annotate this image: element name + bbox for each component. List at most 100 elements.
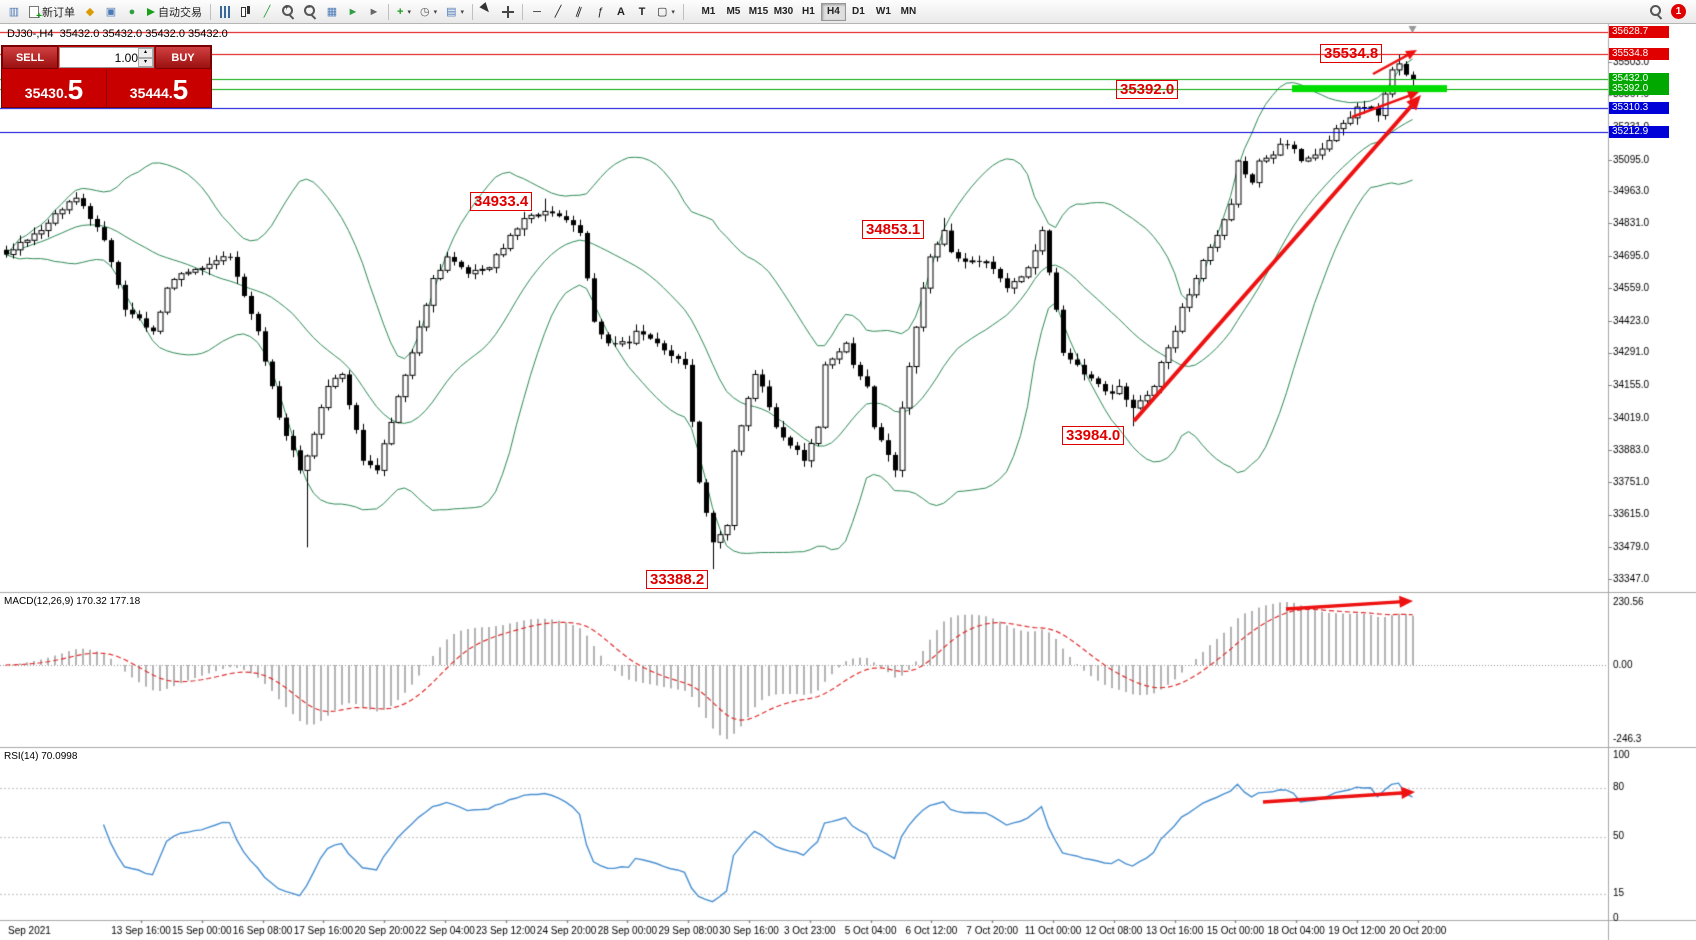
channel-icon: ∥ — [574, 4, 584, 19]
cursor-button[interactable] — [477, 2, 497, 22]
data-window-button[interactable]: ▣ — [101, 2, 121, 22]
crosshair-button[interactable] — [498, 2, 518, 22]
volume-up-button[interactable]: ▴ — [138, 48, 153, 58]
line-chart-icon: ╱ — [263, 5, 271, 18]
tile-windows-button[interactable]: ▦ — [322, 2, 342, 22]
price-annotation[interactable]: 34933.4 — [470, 192, 533, 211]
buy-price[interactable]: 35444. 5 — [107, 69, 211, 107]
horizontal-line-button[interactable]: ─ — [527, 2, 547, 22]
fibonacci-button[interactable]: ƒ — [590, 2, 610, 22]
buy-price-pip: 5 — [172, 74, 189, 105]
sell-price-pip: 5 — [67, 74, 84, 105]
shapes-icon: ▢ — [657, 5, 668, 18]
text-icon: A — [617, 5, 625, 18]
timeframe-m1-button[interactable]: M1 — [696, 3, 721, 21]
trendline-icon: ╱ — [554, 5, 562, 18]
timeframe-d1-button[interactable]: D1 — [846, 3, 871, 21]
line-chart-button[interactable]: ╱ — [257, 2, 277, 22]
axis-price-tag: 35392.0 — [1609, 82, 1669, 95]
volume-box: ▴ ▾ — [59, 47, 154, 68]
buy-button[interactable]: BUY — [155, 46, 211, 69]
new-order-button[interactable]: 新订单 — [25, 2, 79, 22]
volume-spinner: ▴ ▾ — [138, 48, 153, 67]
candlestick-chart-button[interactable] — [236, 2, 256, 22]
toolbar-right-group: 1 — [1646, 2, 1692, 22]
cursor-icon — [479, 2, 495, 18]
dropdown-arrow-icon: ▾ — [407, 8, 411, 16]
price-annotation[interactable]: 35534.8 — [1320, 44, 1383, 63]
sell-button[interactable]: SELL — [2, 46, 58, 69]
zoom-out-button[interactable]: − — [300, 2, 321, 22]
navigator-icon: ● — [128, 5, 136, 18]
price-annotation[interactable]: 35392.0 — [1116, 80, 1179, 99]
price-annotation[interactable]: 34853.1 — [862, 220, 925, 239]
volume-down-button[interactable]: ▾ — [138, 57, 153, 67]
horizontal-line-icon: ─ — [533, 5, 541, 18]
market-watch-icon: ◆ — [85, 5, 95, 18]
toolbar: ▥ 新订单 ◆ ▣ ● 自动交易 ╱ + − ▦ ► ► +▾ ◷▾ ▤▾ ─ … — [0, 0, 1696, 24]
toolbar-separator — [388, 3, 389, 20]
trade-panel-price-row: 35430. 5 35444. 5 — [2, 69, 211, 107]
auto-scroll-button[interactable]: ► — [343, 2, 363, 22]
tile-windows-icon: ▦ — [326, 5, 338, 18]
shapes-button[interactable]: ▢ ▾ — [653, 2, 679, 22]
periods-button[interactable]: ◷ ▾ — [416, 2, 441, 22]
axis-price-tag: 35212.9 — [1609, 125, 1669, 138]
timeframe-m5-button[interactable]: M5 — [721, 3, 746, 21]
text-label-button[interactable]: T — [632, 2, 652, 22]
timeframe-m15-button[interactable]: M15 — [746, 3, 771, 21]
bar-chart-button[interactable] — [215, 2, 235, 22]
zoom-in-icon: + — [282, 3, 295, 18]
timeframe-m30-button[interactable]: M30 — [771, 3, 796, 21]
axis-price-tag: 35534.8 — [1609, 48, 1669, 61]
timeframe-h1-button[interactable]: H1 — [796, 3, 821, 21]
toolbar-separator — [682, 3, 684, 20]
auto-trading-button[interactable]: 自动交易 — [143, 2, 206, 22]
sell-price[interactable]: 35430. 5 — [2, 69, 107, 107]
dropdown-arrow-icon: ▾ — [671, 8, 675, 16]
templates-button[interactable]: ▤ ▾ — [442, 2, 468, 22]
fibonacci-icon: ƒ — [596, 5, 604, 18]
search-icon — [1650, 5, 1663, 18]
periods-icon: ◷ — [419, 5, 430, 18]
toolbar-separator — [522, 3, 523, 20]
new-chart-icon: ▥ — [8, 5, 20, 18]
sell-price-main: 35430. — [24, 85, 68, 101]
chart-shift-button[interactable]: ► — [364, 2, 384, 22]
indicators-icon: + — [397, 5, 404, 18]
one-click-trading-panel: SELL ▴ ▾ BUY 35430.5 35444.5 — [1, 45, 212, 108]
timeframe-h4-button[interactable]: H4 — [820, 2, 846, 21]
new-chart-button[interactable]: ▥ — [4, 2, 24, 22]
axis-price-tag: 35628.7 — [1609, 25, 1669, 38]
timeframe-mn-button[interactable]: MN — [896, 3, 921, 21]
text-button[interactable]: A — [611, 2, 631, 22]
notification-badge[interactable]: 1 — [1671, 4, 1686, 19]
timeframe-w1-button[interactable]: W1 — [871, 3, 896, 21]
channel-button[interactable]: ∥ — [569, 2, 589, 22]
candlestick-chart-icon — [240, 5, 252, 18]
price-annotation[interactable]: 33388.2 — [646, 570, 709, 589]
rsi-indicator-label: RSI(14) 70.0998 — [4, 751, 78, 762]
text-label-icon: T — [638, 5, 646, 18]
navigator-button[interactable]: ● — [122, 2, 142, 22]
auto-trading-icon — [147, 7, 155, 16]
zoom-out-icon: − — [304, 3, 317, 18]
search-button[interactable] — [1646, 2, 1667, 22]
indicators-button[interactable]: + ▾ — [393, 2, 415, 22]
volume-input[interactable] — [60, 50, 138, 65]
toolbar-separator — [210, 3, 211, 20]
trendline-button[interactable]: ╱ — [548, 2, 568, 22]
axis-price-tag: 35310.3 — [1609, 102, 1669, 115]
auto-trading-label: 自动交易 — [158, 6, 202, 19]
price-annotation[interactable]: 33984.0 — [1062, 426, 1125, 445]
data-window-icon: ▣ — [105, 5, 117, 18]
market-watch-button[interactable]: ◆ — [80, 2, 100, 22]
zoom-in-button[interactable]: + — [278, 2, 299, 22]
dropdown-arrow-icon: ▾ — [433, 8, 438, 16]
dropdown-arrow-icon: ▾ — [460, 8, 464, 16]
toolbar-separator — [472, 3, 473, 20]
buy-price-main: 35444. — [129, 85, 173, 101]
axis-price-tag: 35432.0 — [1609, 73, 1669, 86]
